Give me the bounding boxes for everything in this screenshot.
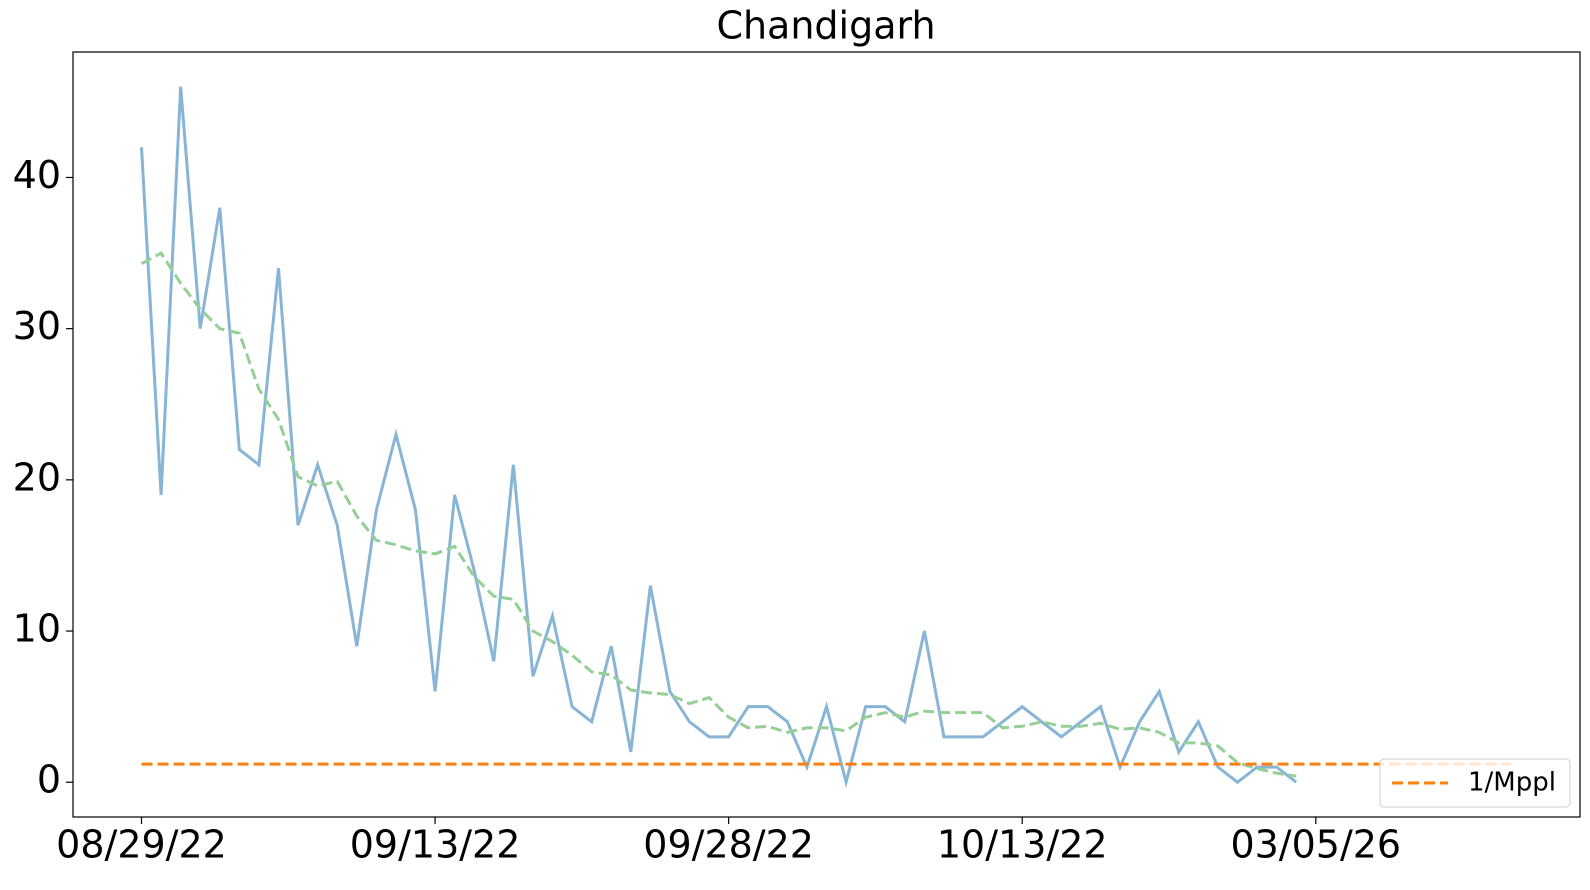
y-tick-label: 30 [13, 304, 61, 348]
legend-box [1379, 758, 1571, 808]
chart-title: Chandigarh [716, 4, 935, 48]
x-tick-label: 09/13/22 [350, 823, 521, 867]
x-tick-label: 03/05/26 [1230, 823, 1401, 867]
x-tick-label: 10/13/22 [937, 823, 1108, 867]
x-tick-label: 08/29/22 [56, 823, 227, 867]
legend-label: 1/Mppl [1468, 768, 1556, 798]
y-tick-label: 0 [37, 758, 61, 802]
plot-frame [72, 51, 1581, 818]
series-line [140, 251, 1297, 778]
y-tick-label: 10 [13, 607, 61, 651]
series-line [140, 86, 1298, 789]
y-tick-label: 20 [13, 455, 61, 499]
x-tick-label: 09/28/22 [643, 823, 814, 867]
y-tick-label: 40 [13, 153, 61, 197]
